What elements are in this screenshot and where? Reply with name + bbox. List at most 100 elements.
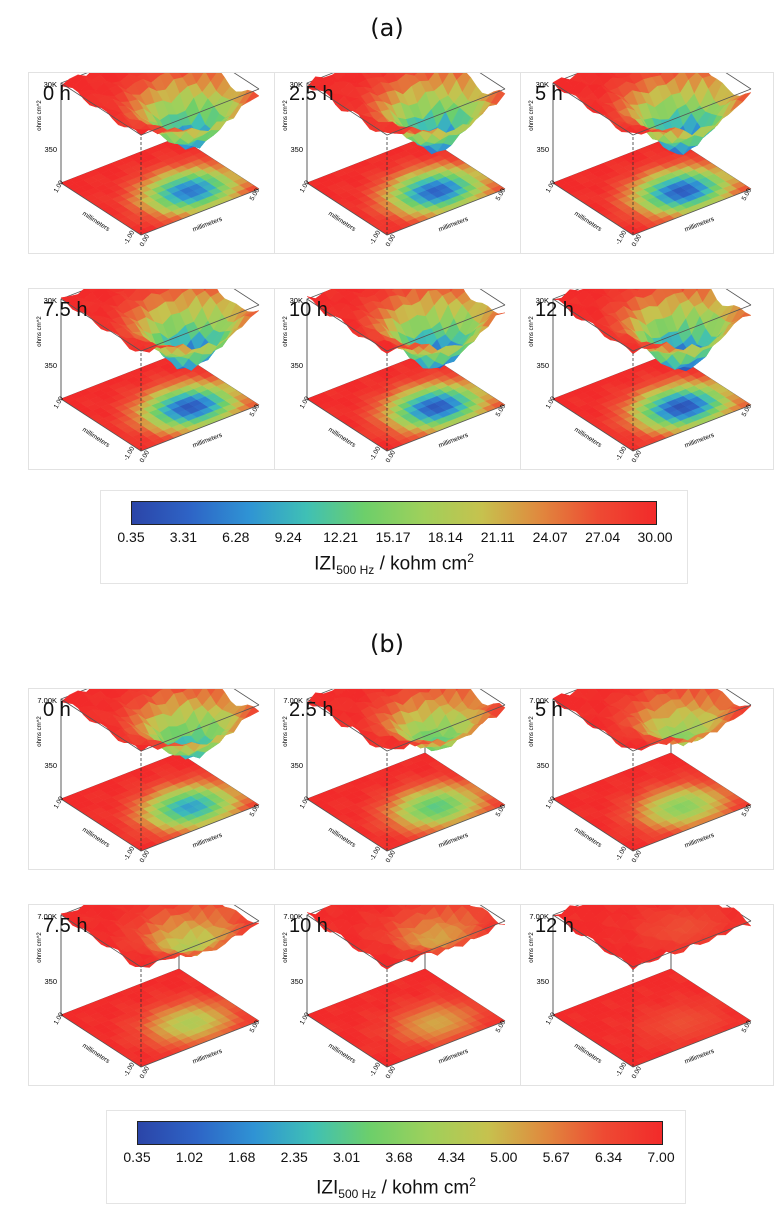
panel-time-label: 12 h: [535, 915, 574, 937]
box-top-front: [306, 298, 506, 352]
y-tick-1: 0.00: [139, 849, 152, 864]
x-tick-2: -1.00: [369, 445, 383, 462]
y-axis-label: millimeters: [192, 431, 224, 449]
y-axis-label: millimeters: [684, 1047, 716, 1065]
z-tick-top: 7.00K: [529, 912, 549, 921]
colorbar-tick: 30.00: [637, 529, 673, 545]
colorbar-tick: 9.24: [274, 529, 302, 545]
y-axis-label: millimeters: [684, 831, 716, 849]
colorbar-tick: 2.35: [280, 1149, 308, 1165]
y-tick-1: 0.00: [631, 849, 644, 864]
z-tick-bottom: 350: [290, 145, 303, 154]
floor-projection: [552, 752, 752, 852]
floor-projection: [306, 352, 506, 452]
z-axis-label: ohms cm^2: [37, 100, 43, 131]
y-tick-1: 0.00: [139, 1065, 152, 1080]
z-axis-label: ohms cm^2: [529, 316, 535, 347]
box-floor-front: [60, 182, 260, 236]
colorbar-tick: 3.68: [385, 1149, 413, 1165]
z-tick-bottom: 350: [290, 761, 303, 770]
surface-plot: 7.00K 350 ohms cm^2 millimeters millimeters 1…: [37, 689, 261, 864]
colorbar-tick: 0.35: [117, 529, 145, 545]
box-floor-front: [306, 182, 506, 236]
x-axis-label: millimeters: [327, 210, 357, 233]
surface-mesh: [552, 905, 752, 971]
colorbar-a-gradient: [131, 501, 657, 525]
y-tick-1: 0.00: [631, 233, 644, 248]
panel-time-label: 10 h: [289, 299, 328, 321]
surface-panel-a-2: 30K 350 ohms cm^2 millimeters millimeters 1.0…: [520, 72, 774, 254]
section-a-label: (a): [370, 14, 404, 42]
y-tick-1: 0.00: [385, 233, 398, 248]
x-axis-label: millimeters: [573, 1042, 603, 1065]
colorbar-tick: 21.11: [480, 529, 515, 545]
box-top-front: [60, 298, 260, 352]
x-tick-1: 1.00: [53, 795, 66, 810]
x-tick-1: 1.00: [53, 1011, 66, 1026]
x-axis-label: millimeters: [573, 426, 603, 449]
box-floor-front: [552, 182, 752, 236]
x-axis-label: millimeters: [81, 426, 111, 449]
panel-time-label: 12 h: [535, 299, 574, 321]
surface-mesh: [552, 689, 752, 751]
surface-plot: 30K 350 ohms cm^2 millimeters millimeters 1.0…: [529, 73, 753, 248]
colorbar-b-title: IZI500 Hz / kohm cm2: [316, 1175, 476, 1202]
panel-time-label: 7.5 h: [43, 299, 88, 321]
colorbar-tick: 7.00: [647, 1149, 675, 1165]
box-floor-front: [60, 1014, 260, 1068]
x-tick-1: 1.00: [299, 1011, 312, 1026]
z-tick-bottom: 350: [290, 977, 303, 986]
colorbar-tick: 18.14: [427, 529, 463, 545]
surface-mesh: [60, 73, 260, 150]
y-axis-label: millimeters: [684, 215, 716, 233]
z-tick-bottom: 350: [44, 977, 57, 986]
surface-mesh: [306, 689, 506, 752]
z-tick-bottom: 350: [44, 145, 57, 154]
surface-mesh: [306, 905, 506, 970]
panel-time-label: 0 h: [43, 699, 71, 721]
colorbar-b-gradient: [137, 1121, 663, 1145]
z-axis-label: ohms cm^2: [529, 716, 535, 747]
z-tick-bottom: 350: [44, 761, 57, 770]
surface-mesh: [552, 289, 752, 372]
floor-projection: [552, 968, 752, 1068]
surface-plot: 7.00K 350 ohms cm^2 millimeters millimeters 1…: [37, 905, 261, 1080]
y-axis-label: millimeters: [438, 215, 470, 233]
y-tick-1: 0.00: [631, 449, 644, 464]
colorbar-a-title: IZI500 Hz / kohm cm2: [314, 551, 474, 578]
z-axis-label: ohms cm^2: [529, 100, 535, 131]
y-tick-1: 0.00: [631, 1065, 644, 1080]
z-axis-label: ohms cm^2: [37, 716, 43, 747]
z-tick-top: 30K: [536, 296, 549, 305]
box-top-front: [306, 82, 506, 136]
colorbar-tick: 1.68: [228, 1149, 256, 1165]
surface-plot: 30K 350 ohms cm^2 millimeters millimeters 1.0…: [283, 73, 507, 248]
x-tick-2: -1.00: [615, 229, 629, 246]
x-tick-2: -1.00: [123, 445, 137, 462]
x-tick-1: 1.00: [53, 179, 66, 194]
box-floor-front: [306, 398, 506, 452]
y-axis-label: millimeters: [192, 1047, 224, 1065]
surface-plot: 30K 350 ohms cm^2 millimeters millimeters 1.0…: [283, 289, 507, 464]
floor-projection: [552, 136, 752, 236]
surface-panel-b-3: 7.00K 350 ohms cm^2 millimeters millimeters 1…: [28, 904, 282, 1086]
x-axis-label: millimeters: [573, 826, 603, 849]
x-axis-label: millimeters: [327, 1042, 357, 1065]
box-top-front: [60, 82, 260, 136]
z-tick-bottom: 350: [44, 361, 57, 370]
z-tick-top: 30K: [44, 80, 57, 89]
colorbar-tick: 27.04: [585, 529, 621, 545]
z-axis-label: ohms cm^2: [529, 932, 535, 963]
x-axis-label: millimeters: [327, 426, 357, 449]
surface-mesh: [60, 905, 260, 968]
x-tick-1: 1.00: [299, 795, 312, 810]
surface-panel-a-5: 30K 350 ohms cm^2 millimeters millimeters 1.0…: [520, 288, 774, 470]
colorbar-tick: 5.67: [542, 1149, 570, 1165]
surface-mesh: [60, 689, 260, 760]
z-tick-bottom: 350: [536, 145, 549, 154]
box-top-front: [552, 82, 752, 136]
y-axis-label: millimeters: [438, 431, 470, 449]
floor-projection: [552, 352, 752, 452]
box-top-front: [552, 298, 752, 352]
colorbar-tick: 3.31: [169, 529, 198, 545]
